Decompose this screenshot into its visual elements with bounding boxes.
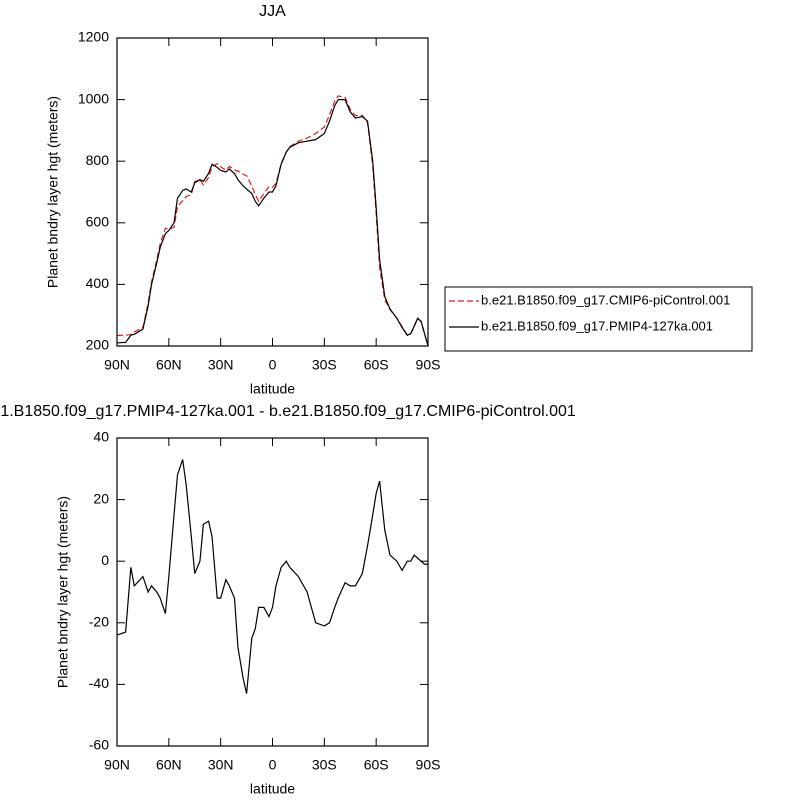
y-tick-label: 0 bbox=[101, 552, 109, 568]
x-tick-label: 60S bbox=[364, 757, 389, 773]
x-tick-label: 90N bbox=[104, 757, 130, 773]
x-tick-label: 30N bbox=[208, 757, 234, 773]
chart-title: b.e21.B1850.f09_g17.PMIP4-127ka.001 - b.… bbox=[0, 403, 576, 420]
y-tick-label: 200 bbox=[86, 337, 110, 353]
y-tick-label: -60 bbox=[89, 737, 109, 753]
legend-label: b.e21.B1850.f09_g17.PMIP4-127ka.001 bbox=[481, 318, 713, 333]
y-tick-label: -20 bbox=[89, 614, 109, 630]
x-tick-label: 90S bbox=[416, 757, 441, 773]
y-tick-label: 1200 bbox=[78, 29, 109, 45]
plot-frame bbox=[116, 437, 429, 747]
x-tick-label: 30N bbox=[208, 357, 234, 373]
data-line bbox=[116, 95, 429, 346]
x-tick-label: 60S bbox=[364, 357, 389, 373]
y-tick-label: 1000 bbox=[78, 90, 109, 106]
x-tick-label: 90N bbox=[104, 357, 130, 373]
plot-frame bbox=[116, 37, 429, 347]
x-tick-label: 60N bbox=[156, 757, 182, 773]
x-tick-label: 30S bbox=[312, 757, 337, 773]
y-tick-label: -40 bbox=[89, 675, 109, 691]
legend-label: b.e21.B1850.f09_g17.CMIP6-piControl.001 bbox=[481, 292, 730, 307]
y-axis-label: Planet bndry layer hgt (meters) bbox=[45, 96, 61, 288]
chart-title: JJA bbox=[259, 3, 286, 20]
x-tick-label: 60N bbox=[156, 357, 182, 373]
y-axis-label: Planet bndry layer hgt (meters) bbox=[55, 496, 71, 688]
x-tick-label: 0 bbox=[269, 357, 277, 373]
y-tick-label: 400 bbox=[86, 275, 110, 291]
x-tick-label: 0 bbox=[269, 757, 277, 773]
data-line bbox=[116, 99, 429, 347]
legend-box bbox=[444, 286, 753, 352]
x-axis-label: latitude bbox=[250, 781, 295, 797]
y-tick-label: 800 bbox=[86, 152, 110, 168]
data-line bbox=[116, 459, 428, 694]
y-tick-label: 600 bbox=[86, 214, 110, 230]
x-tick-label: 90S bbox=[416, 357, 441, 373]
x-axis-label: latitude bbox=[250, 381, 295, 397]
y-tick-label: 40 bbox=[93, 429, 109, 445]
y-tick-label: 20 bbox=[93, 490, 109, 506]
x-tick-label: 30S bbox=[312, 357, 337, 373]
